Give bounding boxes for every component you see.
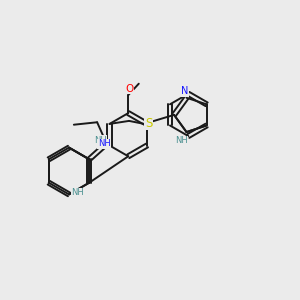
Text: NH: NH — [71, 188, 84, 197]
Text: O: O — [126, 83, 134, 94]
Text: NH: NH — [94, 136, 106, 145]
Text: NH: NH — [175, 136, 188, 145]
Text: S: S — [145, 116, 152, 130]
Text: NH: NH — [98, 139, 111, 148]
Text: N: N — [181, 86, 189, 96]
